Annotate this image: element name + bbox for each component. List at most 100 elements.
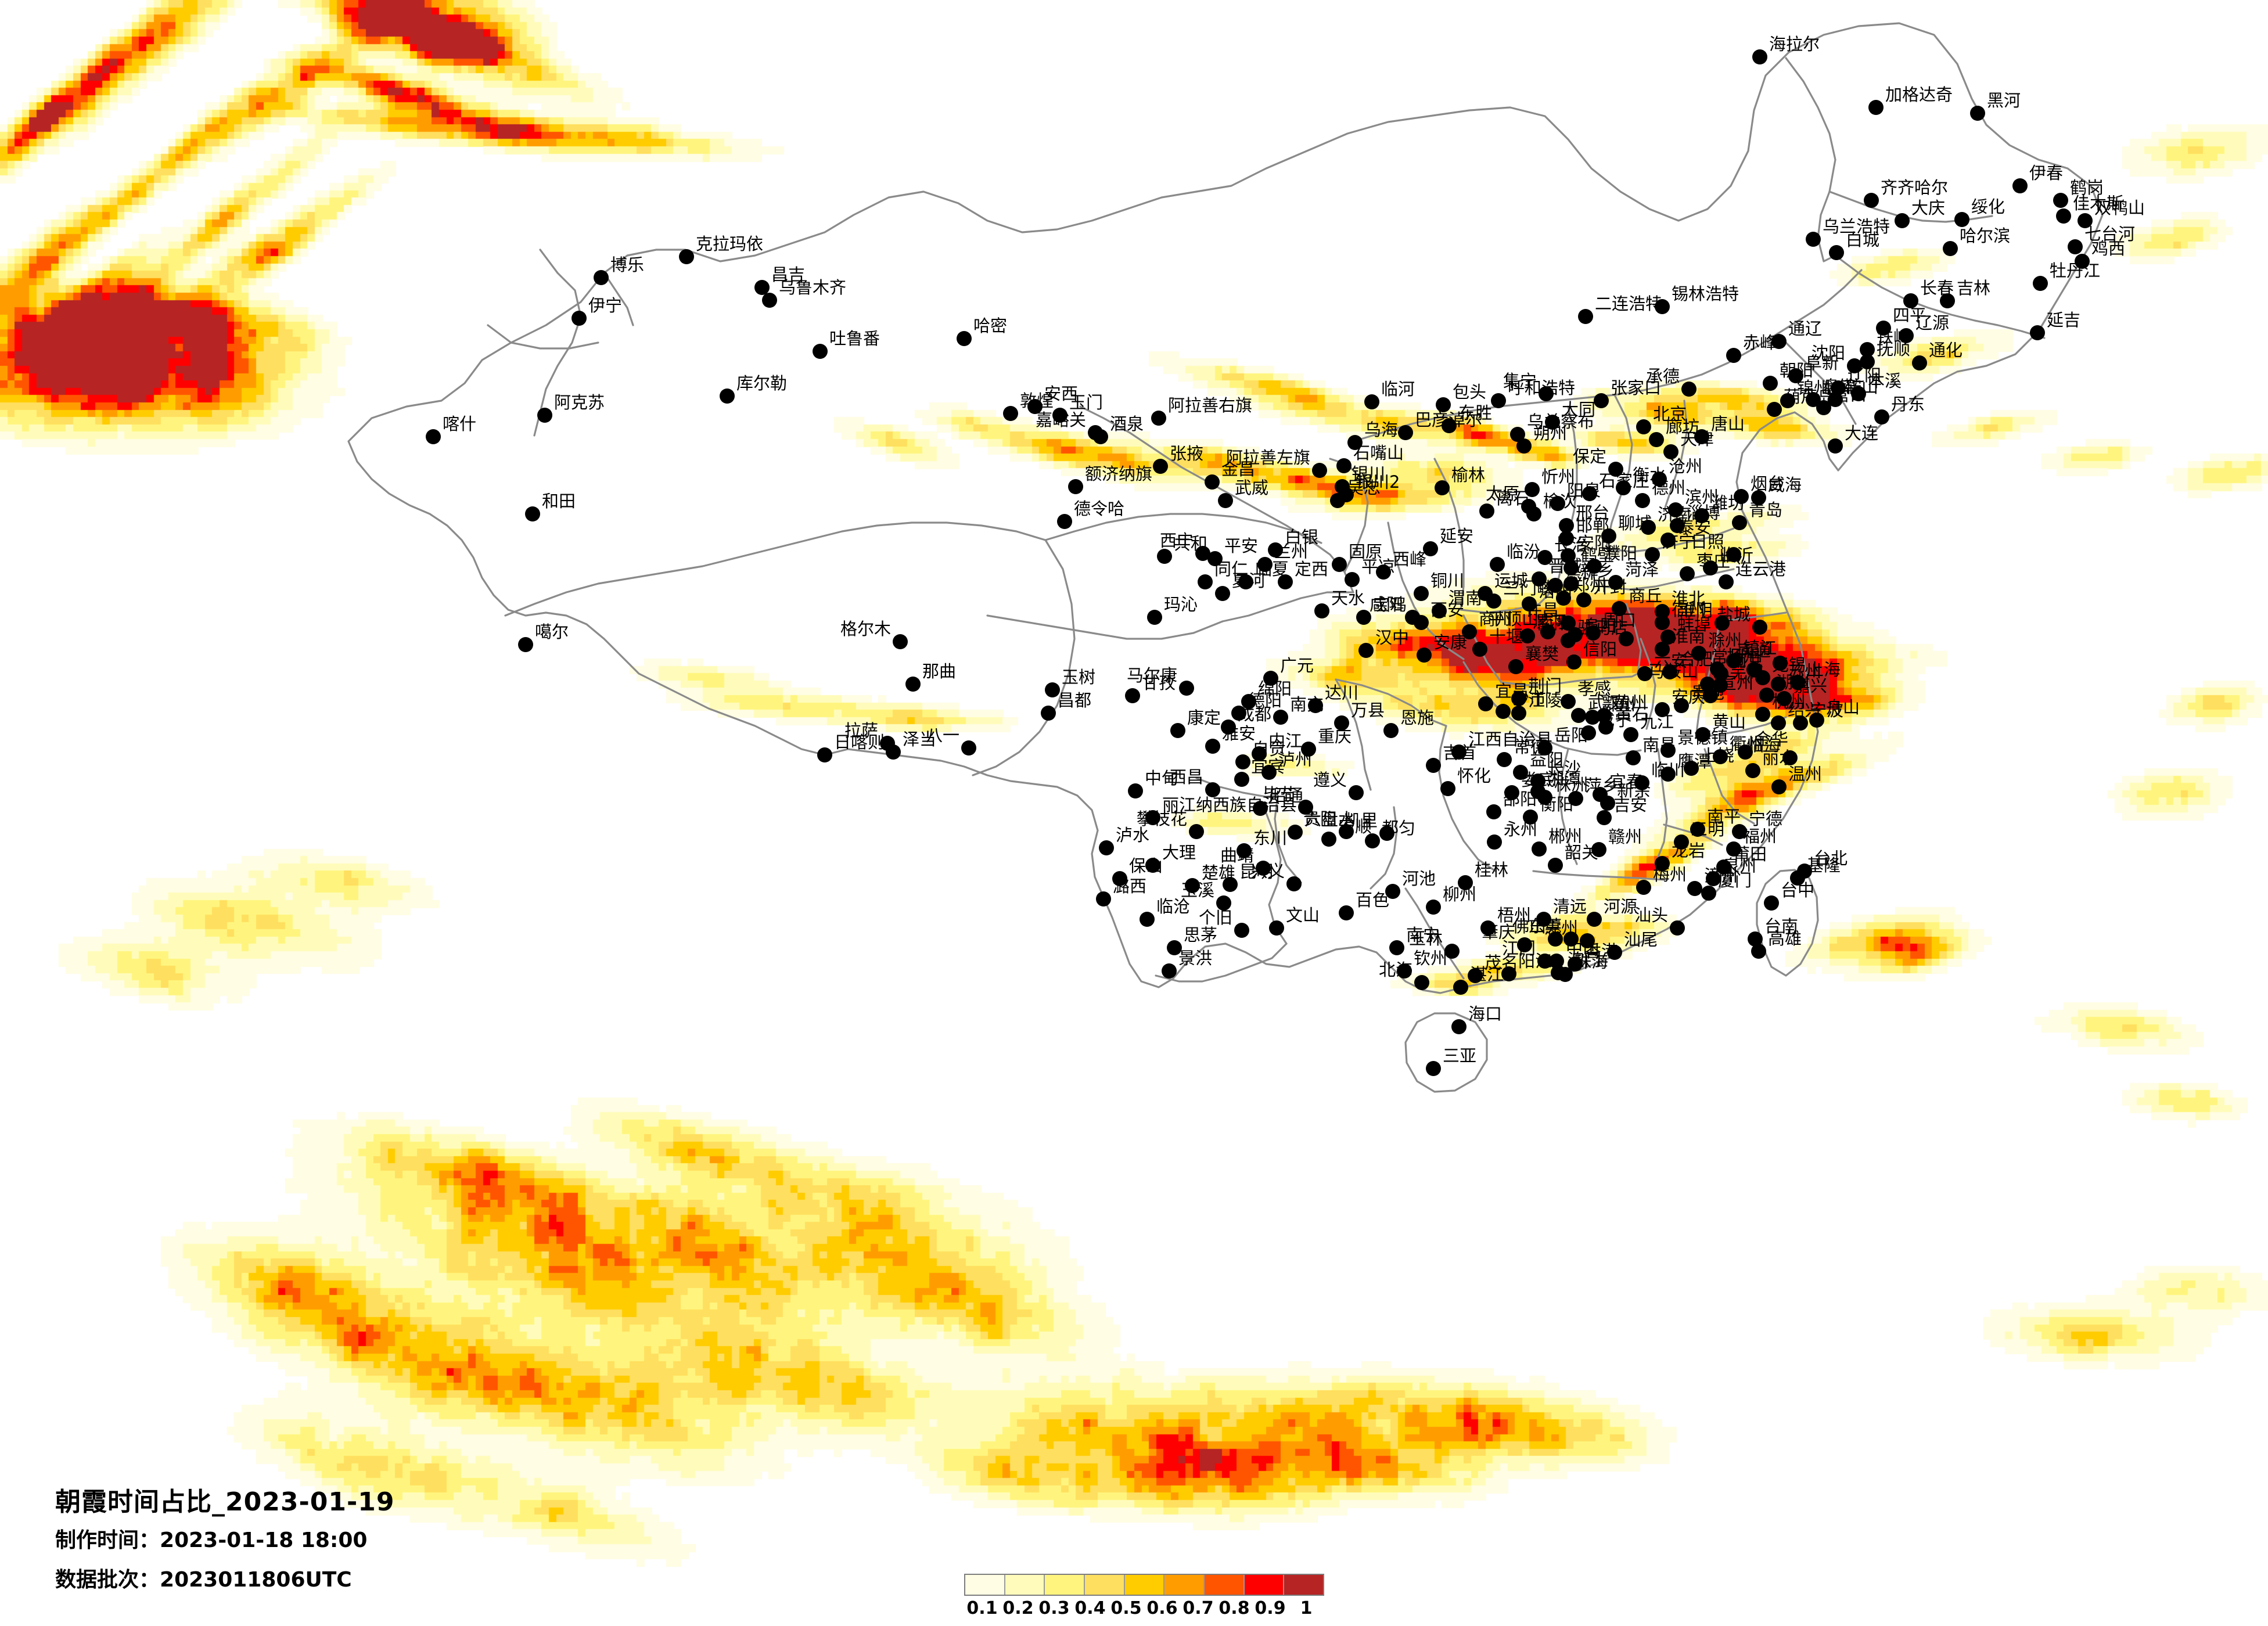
city-label: 新余 bbox=[1617, 780, 1651, 800]
city-dot-icon bbox=[1726, 547, 1741, 562]
city-label: 东川 bbox=[1253, 828, 1288, 848]
city-label: 沧州 bbox=[1669, 456, 1703, 476]
taiwan-outline bbox=[1756, 869, 1819, 977]
city-label: 宜春 bbox=[1609, 772, 1644, 792]
city-dot-icon bbox=[1365, 833, 1380, 848]
city-dot-icon bbox=[1198, 574, 1213, 589]
city-dot-icon bbox=[1752, 49, 1767, 64]
colorbar-tick-0.4: 0.4 bbox=[1074, 1598, 1106, 1618]
city-label: 南通 bbox=[1737, 641, 1771, 660]
city-dot-icon bbox=[1145, 810, 1160, 825]
city-dot-icon bbox=[1301, 742, 1316, 757]
city-dot-icon bbox=[2012, 178, 2028, 193]
city-label: 大庆 bbox=[1911, 198, 1946, 218]
city-dot-icon bbox=[1298, 800, 1313, 815]
city-label: 韶关 bbox=[1565, 843, 1599, 862]
city-dot-icon bbox=[1732, 515, 1747, 530]
city-label: 重庆 bbox=[1318, 726, 1352, 746]
city-label: 黄石 bbox=[1615, 704, 1649, 724]
city-label: 自贡 bbox=[1252, 739, 1286, 759]
city-label: 哈尔滨 bbox=[1960, 226, 2011, 246]
city-label: 基隆 bbox=[1807, 855, 1841, 875]
city-label: 舟山 bbox=[1826, 697, 1860, 717]
city-label: 沈阳 bbox=[1811, 343, 1845, 363]
city-dot-icon bbox=[1623, 727, 1638, 742]
city-dot-icon bbox=[1895, 213, 1910, 228]
city-dot-icon bbox=[1487, 834, 1502, 850]
city-label: 蚌埠 bbox=[1677, 614, 1712, 634]
city-label: 江西自治县 bbox=[1468, 729, 1553, 749]
city-label: 哈密 bbox=[973, 316, 1008, 336]
city-dot-icon bbox=[518, 637, 533, 652]
province-border-qinghai-gansu bbox=[1044, 513, 1322, 544]
city-dot-icon bbox=[2033, 276, 2048, 291]
city-label: 西昌 bbox=[1169, 767, 1203, 787]
province-border-liaoning bbox=[1776, 333, 1857, 425]
colorbar-tick-0.9: 0.9 bbox=[1255, 1598, 1286, 1618]
city-dot-icon bbox=[1517, 937, 1532, 952]
city-label: 鹤岗 bbox=[2070, 178, 2104, 197]
city-dot-icon bbox=[1660, 533, 1676, 548]
city-dot-icon bbox=[1773, 656, 1788, 671]
province-border-shanxi-s bbox=[1460, 585, 1558, 614]
city-dot-icon bbox=[1435, 480, 1450, 495]
city-dot-icon bbox=[1767, 402, 1782, 417]
province-border-chongqing bbox=[1335, 678, 1447, 727]
city-label: 大同 bbox=[1562, 400, 1596, 419]
city-label: 阿拉善左旗 bbox=[1225, 448, 1310, 467]
city-label: 十堰 bbox=[1489, 627, 1523, 646]
city-dot-icon bbox=[1864, 193, 1879, 208]
city-dot-icon bbox=[1397, 963, 1412, 979]
city-dot-icon bbox=[1771, 677, 1786, 692]
city-label: 贵池 bbox=[1691, 683, 1725, 703]
province-border-guizhou-w bbox=[1274, 794, 1302, 884]
city-label: 玉树 bbox=[1062, 667, 1096, 687]
city-label: 潞西 bbox=[1113, 876, 1147, 896]
city-dot-icon bbox=[1345, 572, 1360, 587]
city-label: 和田 bbox=[542, 491, 576, 511]
province-border-guangxi bbox=[1404, 887, 1465, 980]
city-label: 上饶 bbox=[1701, 746, 1735, 765]
city-label: 中甸 bbox=[1145, 768, 1179, 788]
city-label: 双鸭山 bbox=[2094, 198, 2145, 218]
city-label: 阜阳 bbox=[1583, 616, 1617, 636]
city-label: 丽江纳西族自治县 bbox=[1162, 795, 1297, 815]
city-dot-icon bbox=[1684, 761, 1699, 776]
city-label: 平顶山 bbox=[1487, 609, 1539, 629]
city-dot-icon bbox=[1597, 810, 1612, 825]
province-border-guangdong-n bbox=[1532, 870, 1665, 881]
city-dot-icon bbox=[1207, 551, 1223, 566]
city-label: 南昌 bbox=[1642, 735, 1677, 755]
city-dot-icon bbox=[1608, 575, 1623, 590]
city-dot-icon bbox=[880, 736, 895, 751]
city-dot-icon bbox=[1561, 548, 1576, 563]
city-label: 江门 bbox=[1501, 938, 1536, 958]
city-dot-icon bbox=[1559, 531, 1574, 546]
city-dot-icon bbox=[1238, 574, 1253, 589]
city-label: 温州 bbox=[1788, 764, 1823, 784]
city-dot-icon bbox=[1440, 781, 1455, 796]
city-label: 太原 bbox=[1485, 484, 1519, 503]
city-dot-icon bbox=[1237, 843, 1252, 858]
city-dot-icon bbox=[1550, 496, 1565, 511]
city-label: 西峰 bbox=[1393, 549, 1427, 569]
city-label: 衡阳 bbox=[1540, 794, 1574, 814]
city-label: 岳阳 bbox=[1554, 725, 1588, 745]
city-dot-icon bbox=[1641, 520, 1656, 535]
city-dot-icon bbox=[1436, 397, 1451, 412]
city-dot-icon bbox=[1417, 647, 1432, 663]
city-dot-icon bbox=[1681, 382, 1696, 397]
colorbar-legend: 0.1 0.2 0.3 0.4 0.5 0.6 0.7 0.8 0.9 1 bbox=[964, 1574, 1324, 1621]
city-label: 阿克苏 bbox=[554, 393, 605, 412]
city-label: 桂林 bbox=[1475, 860, 1509, 880]
city-label: 额济纳旗 bbox=[1085, 464, 1153, 484]
province-border-xinjiang-a bbox=[533, 249, 582, 437]
city-label: 南平 bbox=[1707, 807, 1741, 826]
city-label: 大连 bbox=[1845, 423, 1879, 443]
city-label: 烟台 bbox=[1751, 474, 1785, 494]
city-dot-icon bbox=[1414, 975, 1429, 990]
city-label: 玉溪 bbox=[1180, 880, 1214, 900]
city-label: 天水 bbox=[1331, 588, 1365, 608]
city-label: 安西 bbox=[1044, 384, 1079, 404]
city-dot-icon bbox=[1523, 810, 1538, 825]
